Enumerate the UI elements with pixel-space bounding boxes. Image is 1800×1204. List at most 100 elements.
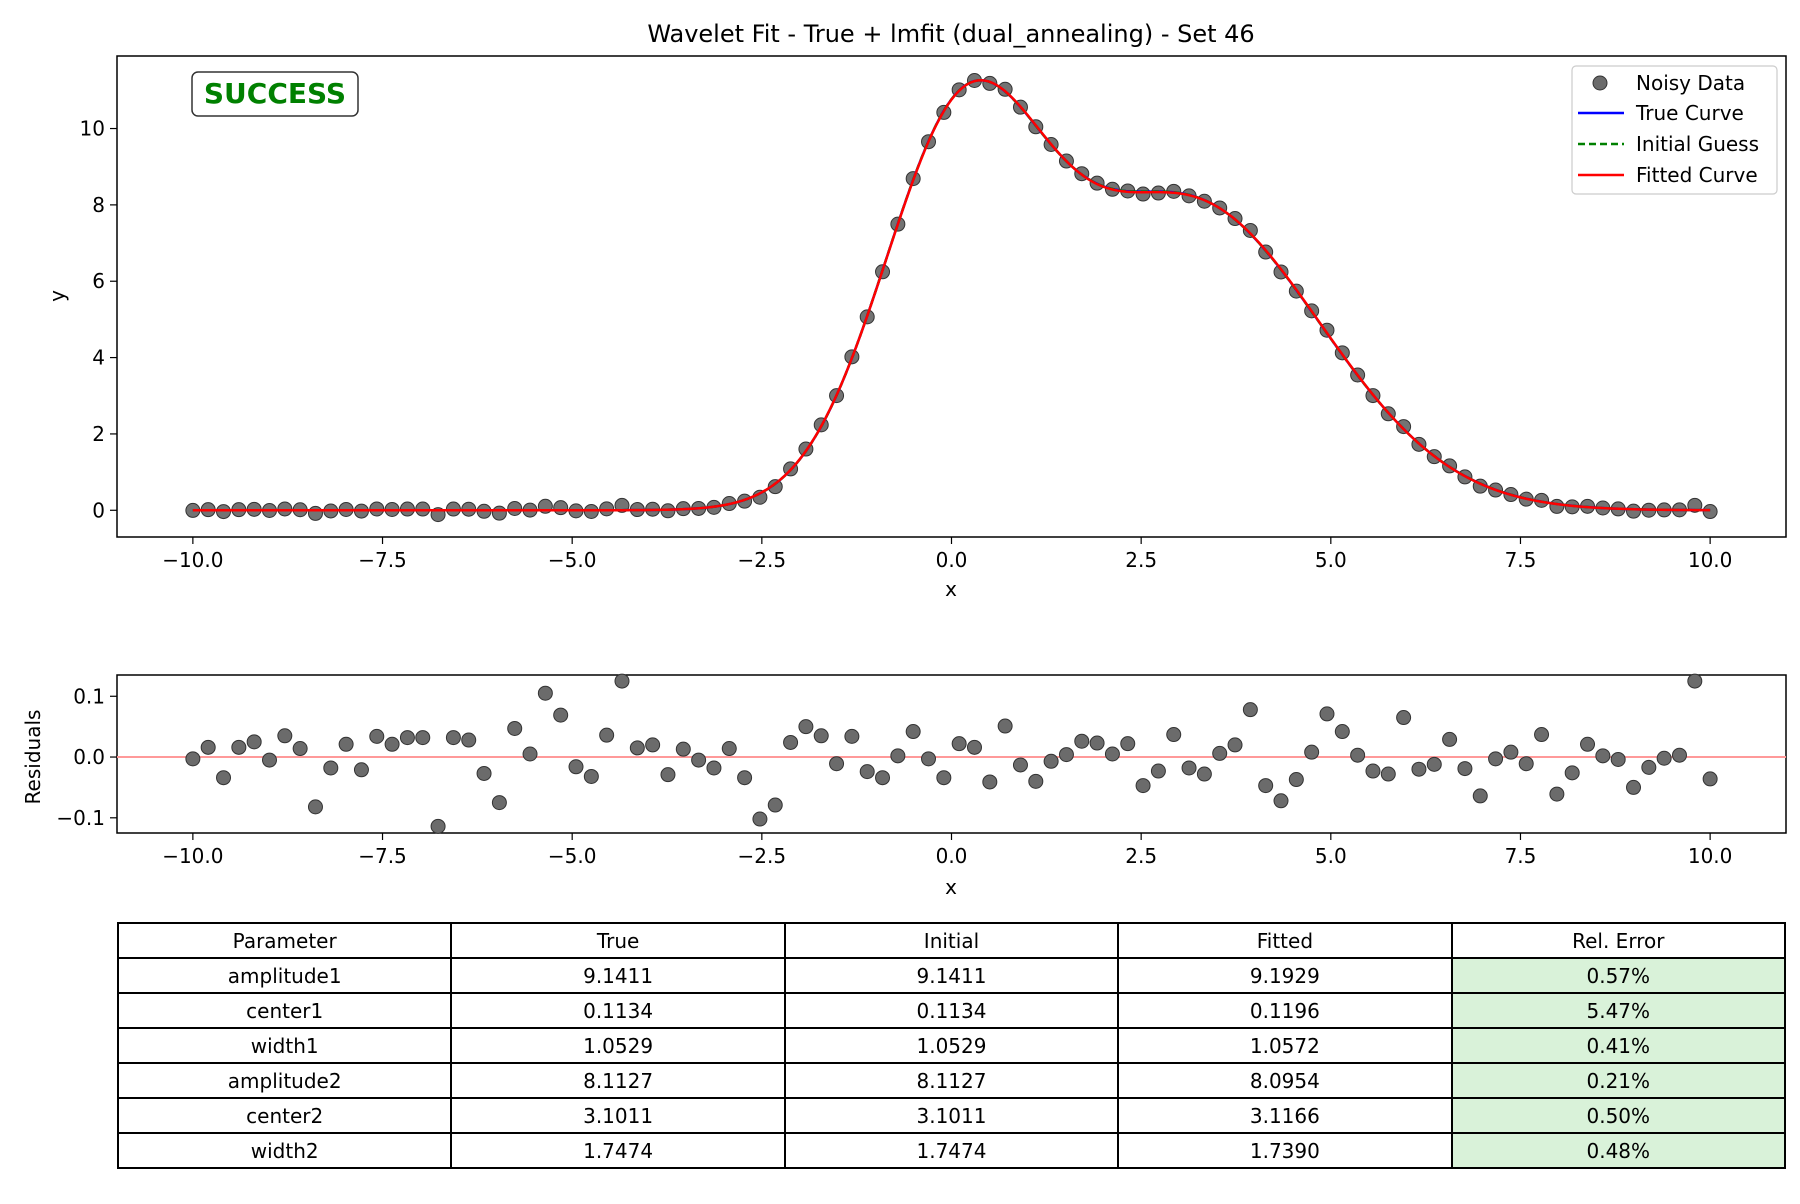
residual-point bbox=[369, 728, 385, 744]
residual-point bbox=[338, 736, 354, 752]
main-x-tick-label: 2.5 bbox=[1125, 548, 1157, 572]
table-cell: 1.7474 bbox=[783, 1132, 1120, 1169]
table-row: width1 1.0529 1.0529 1.0572 0.41% bbox=[116, 1027, 1787, 1064]
table-cell-rel-error: 0.50% bbox=[1450, 1097, 1787, 1134]
residual-point bbox=[445, 730, 461, 746]
residuals-x-tick-label: 2.5 bbox=[1125, 844, 1157, 868]
table-cell: 8.0954 bbox=[1117, 1062, 1453, 1099]
table-cell: 3.1011 bbox=[783, 1097, 1120, 1134]
table-cell: 9.1411 bbox=[450, 957, 786, 994]
main-y-tick-label: 0 bbox=[92, 498, 105, 522]
table-header-row: Parameter True Initial Fitted Rel. Error bbox=[116, 922, 1787, 959]
table-cell-rel-error: 5.47% bbox=[1450, 992, 1787, 1029]
residual-point bbox=[415, 730, 431, 746]
residual-point bbox=[1595, 748, 1611, 764]
residual-point bbox=[629, 740, 645, 756]
residual-point bbox=[507, 720, 523, 736]
main-x-tick-label: −5.0 bbox=[548, 548, 597, 572]
residual-point bbox=[1702, 771, 1718, 787]
residual-point bbox=[1196, 766, 1212, 782]
residual-point bbox=[399, 730, 415, 746]
residual-point bbox=[890, 748, 906, 764]
residual-point bbox=[216, 770, 232, 786]
table-cell-rel-error: 0.57% bbox=[1450, 957, 1787, 994]
table-cell-rel-error: 0.21% bbox=[1450, 1062, 1787, 1099]
noisy-data-point bbox=[767, 479, 783, 495]
legend-label-noisy: Noisy Data bbox=[1636, 71, 1745, 95]
residual-point bbox=[200, 739, 216, 755]
residual-point bbox=[1242, 702, 1258, 718]
legend-label-initial: Initial Guess bbox=[1636, 132, 1759, 156]
residual-point bbox=[1334, 724, 1350, 740]
table-header-cell: Parameter bbox=[116, 922, 453, 959]
noisy-data-point bbox=[553, 500, 569, 516]
table-cell: 0.1134 bbox=[783, 992, 1120, 1029]
residual-point bbox=[323, 760, 339, 776]
table-cell: 0.1196 bbox=[1117, 992, 1453, 1029]
residual-point bbox=[1549, 786, 1565, 802]
residual-point bbox=[1426, 756, 1442, 772]
residuals-y-ticks: −0.1 0.0 0.1 bbox=[56, 684, 117, 830]
residual-point bbox=[1518, 756, 1534, 772]
residuals-x-ticks: −10.0 −7.5 −5.0 −2.5 0.0 2.5 5.0 7.5 10.0 bbox=[162, 833, 1732, 868]
residual-point bbox=[706, 760, 722, 776]
residual-point bbox=[905, 724, 921, 740]
table-header-cell: Rel. Error bbox=[1450, 922, 1787, 959]
residual-point bbox=[476, 765, 492, 781]
noisy-data-point bbox=[599, 501, 615, 517]
residual-point bbox=[1472, 788, 1488, 804]
residual-point bbox=[829, 756, 845, 772]
status-badge: SUCCESS bbox=[191, 71, 359, 117]
residual-point bbox=[1442, 731, 1458, 747]
residual-point bbox=[1626, 779, 1642, 795]
residuals-x-tick-label: 10.0 bbox=[1688, 844, 1733, 868]
residual-point bbox=[353, 762, 369, 778]
residual-point bbox=[261, 752, 277, 768]
residual-point bbox=[553, 707, 569, 723]
residual-point bbox=[568, 759, 584, 775]
table-cell: 0.1134 bbox=[450, 992, 786, 1029]
residual-point bbox=[246, 734, 262, 750]
residual-point bbox=[737, 770, 753, 786]
main-y-tick-label: 8 bbox=[92, 193, 105, 217]
main-y-tick-label: 10 bbox=[80, 117, 105, 141]
residual-point bbox=[1135, 778, 1151, 794]
noisy-data-point bbox=[1396, 419, 1412, 435]
main-x-tick-label: 7.5 bbox=[1505, 548, 1537, 572]
table-cell: 1.7390 bbox=[1117, 1132, 1453, 1169]
residuals-y-tick-label: −0.1 bbox=[56, 806, 105, 830]
residual-point bbox=[1258, 778, 1274, 794]
table-cell: 1.0529 bbox=[450, 1027, 786, 1064]
table-row: center2 3.1011 3.1011 3.1166 0.50% bbox=[116, 1097, 1787, 1134]
table-row: amplitude1 9.1411 9.1411 9.1929 0.57% bbox=[116, 957, 1787, 994]
residuals-x-tick-label: 5.0 bbox=[1315, 844, 1347, 868]
residual-point bbox=[1350, 747, 1366, 763]
main-x-tick-label: 10.0 bbox=[1688, 548, 1733, 572]
residual-point bbox=[675, 741, 691, 757]
table-cell: amplitude1 bbox=[116, 957, 453, 994]
legend-box bbox=[1571, 65, 1778, 195]
table-cell-rel-error: 0.48% bbox=[1450, 1132, 1787, 1169]
residual-point bbox=[997, 718, 1013, 734]
status-badge-box bbox=[191, 71, 359, 117]
main-y-tick-label: 6 bbox=[92, 269, 105, 293]
table-cell: 8.1127 bbox=[783, 1062, 1120, 1099]
residual-point bbox=[767, 797, 783, 813]
table-row: amplitude2 8.1127 8.1127 8.0954 0.21% bbox=[116, 1062, 1787, 1099]
residual-point bbox=[1610, 751, 1626, 767]
noisy-data-point bbox=[1135, 186, 1151, 202]
table-row: width2 1.7474 1.7474 1.7390 0.48% bbox=[116, 1132, 1787, 1169]
residual-point bbox=[844, 728, 860, 744]
noisy-data-point bbox=[216, 504, 232, 520]
noisy-data-point bbox=[1626, 503, 1642, 519]
main-title: Wavelet Fit - True + lmfit (dual_anneali… bbox=[647, 20, 1254, 48]
table-cell: 8.1127 bbox=[450, 1062, 786, 1099]
residual-point bbox=[1396, 710, 1412, 726]
main-x-tick-label: 0.0 bbox=[936, 548, 968, 572]
residual-point bbox=[1120, 736, 1136, 752]
residual-point bbox=[1488, 751, 1504, 767]
residual-point bbox=[721, 741, 737, 757]
residual-point bbox=[1365, 763, 1381, 779]
residual-point bbox=[966, 739, 982, 755]
